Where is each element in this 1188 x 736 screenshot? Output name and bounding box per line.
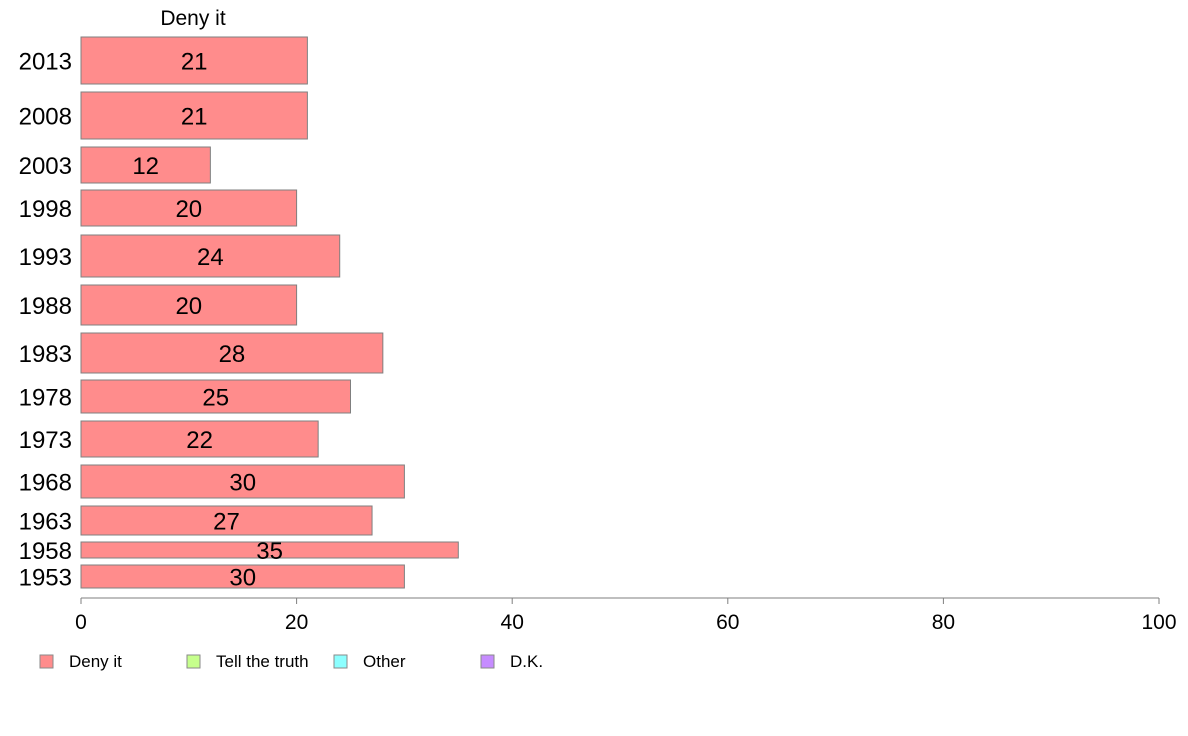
legend-swatch-tell-the-truth — [186, 654, 201, 669]
value-label-1978: 25 — [202, 385, 229, 412]
value-label-1973: 22 — [186, 427, 213, 454]
bar-2003 — [80, 146, 211, 184]
x-tick-label-80: 80 — [932, 611, 955, 634]
value-label-1988: 20 — [175, 293, 202, 320]
category-label-1983: 1983 — [19, 341, 72, 368]
value-label-1983: 28 — [219, 341, 246, 368]
bar-2008 — [80, 91, 308, 140]
category-label-2008: 2008 — [19, 104, 72, 131]
legend-label-other: Other — [363, 652, 406, 671]
legend-label-d-k: D.K. — [510, 652, 543, 671]
value-label-1963: 27 — [213, 509, 240, 536]
x-tick-label-60: 60 — [716, 611, 739, 634]
value-label-1958: 35 — [256, 538, 283, 565]
value-label-1968: 30 — [229, 470, 256, 497]
category-label-1958: 1958 — [19, 538, 72, 565]
bar-1978 — [80, 379, 351, 414]
bar-1998 — [80, 189, 298, 227]
value-label-2008: 21 — [181, 104, 208, 131]
value-label-2013: 21 — [181, 49, 208, 76]
category-label-1963: 1963 — [19, 509, 72, 536]
category-label-2003: 2003 — [19, 153, 72, 180]
bar-1953 — [80, 564, 405, 589]
legend-label-tell-the-truth: Tell the truth — [216, 652, 309, 671]
category-label-1978: 1978 — [19, 385, 72, 412]
legend: Deny it Tell the truth Other D.K. — [39, 652, 543, 671]
x-tick-label-0: 0 — [75, 611, 87, 634]
category-label-1998: 1998 — [19, 196, 72, 223]
x-tick-label-20: 20 — [285, 611, 308, 634]
bar-1988 — [80, 284, 298, 326]
bar-1963 — [80, 505, 373, 536]
category-label-1968: 1968 — [19, 470, 72, 497]
bars-layer: 2013 21 2008 21 2003 12 1998 20 1993 24 1988 20 1983… — [19, 36, 459, 592]
bar-1993 — [80, 234, 341, 278]
category-label-1953: 1953 — [19, 565, 72, 592]
legend-swatch-deny-it — [39, 654, 54, 669]
value-label-2003: 12 — [132, 153, 159, 180]
bar-1983 — [80, 332, 384, 374]
category-label-2013: 2013 — [19, 49, 72, 76]
x-axis: 0 20 40 60 80 100 — [75, 597, 1177, 634]
bar-2013 — [80, 36, 308, 85]
chart-title: Deny it — [160, 7, 226, 30]
bar-1973 — [80, 420, 319, 458]
value-label-1993: 24 — [197, 244, 224, 271]
legend-swatch-other — [333, 654, 348, 669]
value-label-1998: 20 — [175, 196, 202, 223]
legend-swatch-d-k — [480, 654, 495, 669]
category-label-1988: 1988 — [19, 293, 72, 320]
bar-1958 — [80, 541, 459, 559]
value-label-1953: 30 — [229, 565, 256, 592]
category-label-1973: 1973 — [19, 427, 72, 454]
category-label-1993: 1993 — [19, 244, 72, 271]
x-tick-label-100: 100 — [1141, 611, 1176, 634]
bar-1968 — [80, 464, 405, 499]
x-tick-label-40: 40 — [501, 611, 524, 634]
legend-label-deny-it: Deny it — [69, 652, 122, 671]
